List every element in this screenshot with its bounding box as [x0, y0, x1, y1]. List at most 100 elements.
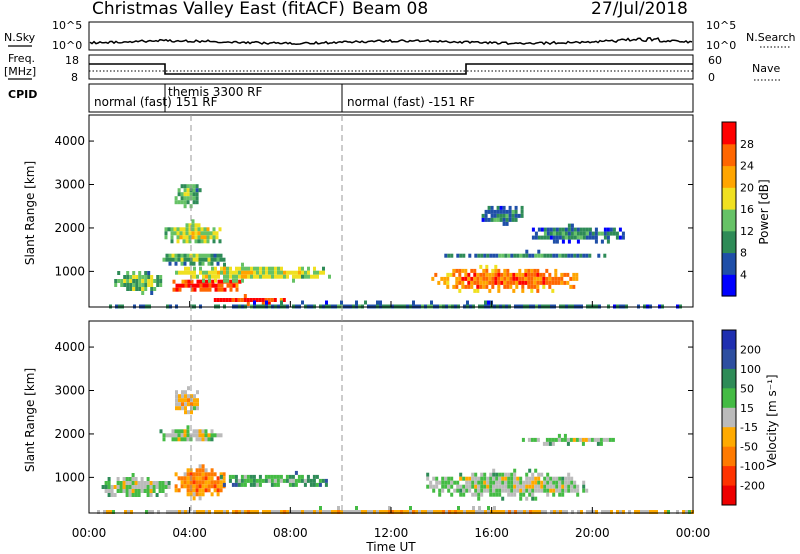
velocity-echo-region	[219, 470, 328, 487]
echo-cell	[295, 270, 298, 275]
echo-cell	[478, 510, 481, 514]
echo-cell	[667, 510, 670, 514]
echo-cell	[492, 484, 496, 489]
echo-cell	[192, 184, 196, 189]
echo-cell	[515, 272, 519, 277]
echo-cell	[535, 510, 538, 514]
colorbar-tick-label: -15	[740, 421, 758, 434]
echo-cell	[213, 472, 217, 477]
echo-cell	[525, 249, 529, 254]
echo-cell	[207, 433, 211, 438]
echo-cell	[502, 209, 506, 214]
echo-cell	[126, 275, 130, 279]
echo-cell	[324, 482, 328, 487]
power-echo-region	[431, 264, 579, 293]
echo-cell	[250, 270, 253, 275]
echo-cell	[126, 271, 130, 275]
echo-cell	[507, 480, 511, 485]
echo-cell	[156, 279, 160, 283]
echo-cell	[486, 253, 490, 258]
echo-cell	[572, 284, 576, 289]
echo-cell	[137, 489, 141, 493]
echo-cell	[192, 492, 196, 497]
echo-cell	[324, 478, 328, 483]
echo-cell	[178, 287, 182, 292]
echo-cell	[546, 484, 550, 489]
echo-cell	[531, 253, 535, 258]
echo-cell	[543, 235, 547, 240]
echo-cell	[183, 204, 187, 209]
echo-cell	[528, 488, 532, 493]
echo-cell	[555, 235, 559, 240]
echo-cell	[560, 437, 564, 442]
echo-cell	[499, 209, 503, 214]
echo-cell	[462, 484, 466, 489]
echo-cell	[237, 478, 241, 483]
echo-cell	[471, 480, 475, 485]
echo-cell	[446, 272, 450, 277]
echo-cell	[518, 268, 522, 273]
echo-cell	[459, 484, 463, 489]
echo-cell	[476, 276, 480, 281]
echo-cell	[222, 257, 226, 262]
echo-cell	[217, 283, 221, 288]
echo-cell	[168, 257, 172, 262]
echo-cell	[301, 274, 304, 279]
echo-cell	[499, 205, 503, 210]
echo-cell	[193, 287, 197, 292]
echo-cell	[364, 510, 367, 514]
echo-cell	[258, 298, 262, 302]
echo-cell	[122, 477, 126, 481]
echo-cell	[141, 275, 145, 279]
y-tick-label: 4000	[54, 340, 85, 354]
echo-cell	[259, 270, 262, 275]
echo-cell	[175, 287, 179, 292]
echo-cell	[497, 284, 501, 289]
echo-cell	[489, 480, 493, 485]
echo-cell	[198, 188, 202, 193]
echo-cell	[159, 429, 163, 434]
echo-cell	[533, 437, 537, 442]
echo-cell	[240, 298, 244, 302]
echo-cell	[501, 484, 505, 489]
echo-cell	[530, 280, 534, 285]
echo-cell	[174, 200, 178, 205]
colorbar-swatch	[722, 274, 736, 297]
echo-cell	[477, 484, 481, 489]
echo-cell	[521, 280, 525, 285]
echo-cell	[495, 472, 499, 477]
echo-cell	[470, 276, 474, 281]
echo-cell	[128, 493, 132, 497]
echo-cell	[146, 493, 150, 497]
echo-cell	[588, 227, 592, 232]
echo-cell	[391, 510, 394, 514]
echo-cell	[211, 283, 215, 288]
echo-cell	[534, 468, 538, 473]
echo-cell	[126, 287, 130, 291]
echo-cell	[548, 441, 552, 446]
echo-cell	[149, 485, 153, 489]
echo-cell	[514, 209, 518, 214]
colorbar-swatch	[722, 165, 736, 188]
freq-tick-top: 18	[65, 54, 79, 67]
echo-cell	[301, 266, 304, 271]
echo-cell	[190, 287, 194, 292]
velocity-echo-region	[159, 425, 223, 442]
echo-cell	[352, 510, 355, 514]
echo-cell	[609, 231, 613, 236]
echo-cell	[162, 257, 166, 262]
echo-cell	[513, 472, 517, 477]
echo-cell	[519, 492, 523, 497]
echo-cell	[181, 398, 184, 403]
echo-cell	[262, 266, 265, 271]
echo-cell	[264, 298, 268, 302]
echo-cell	[634, 510, 637, 514]
echo-cell	[542, 276, 546, 281]
echo-cell	[122, 481, 126, 485]
echo-cell	[180, 433, 184, 438]
echo-cell	[516, 476, 520, 481]
echo-cell	[179, 227, 183, 232]
echo-cell	[200, 231, 204, 236]
echo-cell	[585, 253, 589, 258]
